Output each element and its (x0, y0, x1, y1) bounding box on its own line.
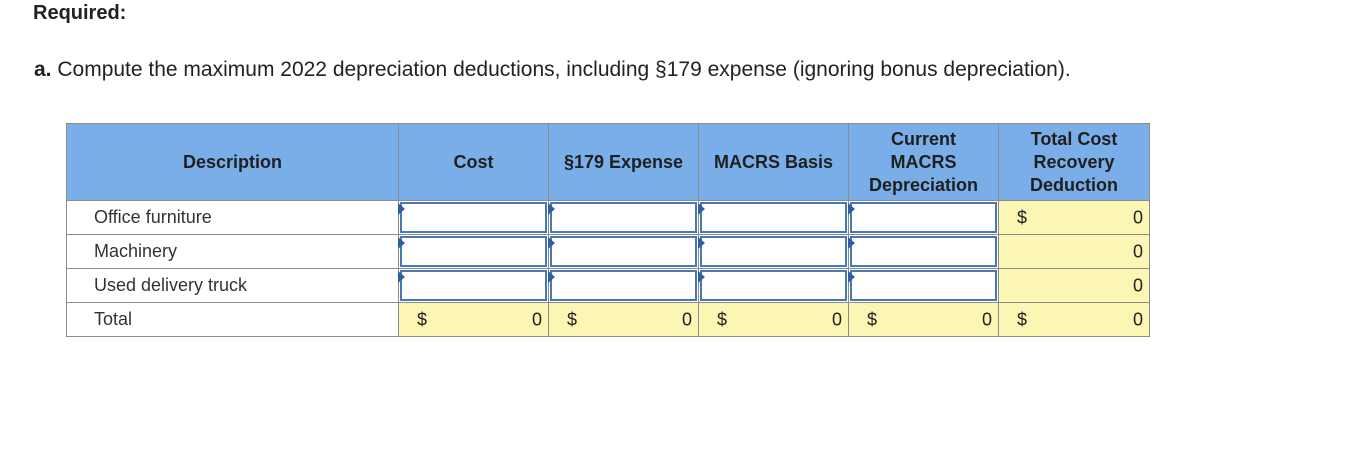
table-row: Used delivery truck 0 (66, 268, 1150, 303)
input-flag-icon (548, 271, 555, 283)
input-flag-icon (398, 203, 405, 215)
current-macrs-cell (848, 268, 999, 303)
currency-symbol: $ (1017, 309, 1028, 329)
total-row: Total $ 0 $ 0 $ 0 $ 0 $ 0 (66, 302, 1150, 337)
header-macrs-basis: MACRS Basis (698, 123, 849, 201)
input-flag-icon (698, 271, 705, 283)
total-cost-value: 0 (531, 309, 542, 329)
total-cost-recovery-value: 0 (1132, 275, 1143, 295)
question-body: Compute the maximum 2022 depreciation de… (57, 58, 1071, 81)
total-cost-recovery-value: 0 (1132, 241, 1143, 261)
macrs-basis-input[interactable] (702, 238, 845, 265)
current-macrs-input[interactable] (852, 272, 995, 299)
total-cost-recovery-total-cell: $ 0 (998, 302, 1150, 337)
header-current-macrs-depreciation: Current MACRS Depreciation (848, 123, 999, 201)
total-current-macrs-value: 0 (981, 309, 992, 329)
total-cost-recovery-cell: 0 (998, 268, 1150, 303)
currency-symbol: $ (867, 309, 878, 329)
row-description: Machinery (66, 234, 399, 269)
total-cost-recovery-cell: 0 (998, 234, 1150, 269)
expense179-input-box[interactable] (550, 270, 697, 301)
input-flag-icon (848, 203, 855, 215)
total-current-macrs-cell: $ 0 (848, 302, 999, 337)
input-flag-icon (398, 271, 405, 283)
question-text: a. Compute the maximum 2022 depreciation… (34, 56, 1071, 84)
total-cost-cell: $ 0 (398, 302, 549, 337)
currency-symbol: $ (1017, 207, 1028, 227)
expense179-input[interactable] (552, 272, 695, 299)
total-cost-recovery-value: 0 (1132, 207, 1143, 227)
current-macrs-input[interactable] (852, 238, 995, 265)
currency-symbol: $ (417, 309, 428, 329)
header-total-cost-recovery: Total Cost Recovery Deduction (998, 123, 1150, 201)
row-description: Used delivery truck (66, 268, 399, 303)
current-macrs-input-box[interactable] (850, 236, 997, 267)
expense179-input-box[interactable] (550, 236, 697, 267)
expense179-input[interactable] (552, 204, 695, 231)
input-flag-icon (398, 237, 405, 249)
macrs-basis-input[interactable] (702, 204, 845, 231)
cost-cell (398, 268, 549, 303)
header-cost: Cost (398, 123, 549, 201)
total-expense179-cell: $ 0 (548, 302, 699, 337)
expense179-cell (548, 200, 699, 235)
cost-input[interactable] (402, 238, 545, 265)
macrs-basis-cell (698, 268, 849, 303)
macrs-basis-input-box[interactable] (700, 270, 847, 301)
total-macrs-basis-cell: $ 0 (698, 302, 849, 337)
input-flag-icon (548, 237, 555, 249)
depreciation-table: Description Cost §179 Expense MACRS Basi… (66, 123, 1150, 337)
expense179-cell (548, 268, 699, 303)
cost-input-box[interactable] (400, 202, 547, 233)
required-heading: Required: (33, 2, 127, 24)
current-macrs-input-box[interactable] (850, 202, 997, 233)
cost-input-box[interactable] (400, 236, 547, 267)
cost-input-box[interactable] (400, 270, 547, 301)
total-expense179-value: 0 (681, 309, 692, 329)
macrs-basis-cell (698, 234, 849, 269)
total-cost-recovery-total-value: 0 (1132, 309, 1143, 329)
current-macrs-cell (848, 234, 999, 269)
total-label: Total (66, 302, 399, 337)
row-description: Office furniture (66, 200, 399, 235)
cost-input[interactable] (402, 272, 545, 299)
input-flag-icon (698, 237, 705, 249)
macrs-basis-cell (698, 200, 849, 235)
macrs-basis-input-box[interactable] (700, 202, 847, 233)
current-macrs-input-box[interactable] (850, 270, 997, 301)
input-flag-icon (848, 271, 855, 283)
currency-symbol: $ (717, 309, 728, 329)
cost-cell (398, 200, 549, 235)
total-cost-recovery-cell: $ 0 (998, 200, 1150, 235)
table-header-row: Description Cost §179 Expense MACRS Basi… (66, 123, 1150, 201)
input-flag-icon (698, 203, 705, 215)
table-row: Machinery 0 (66, 234, 1150, 269)
question-label: a. (34, 58, 52, 81)
expense179-cell (548, 234, 699, 269)
current-macrs-cell (848, 200, 999, 235)
currency-symbol: $ (567, 309, 578, 329)
input-flag-icon (548, 203, 555, 215)
expense179-input-box[interactable] (550, 202, 697, 233)
current-macrs-input[interactable] (852, 204, 995, 231)
macrs-basis-input-box[interactable] (700, 236, 847, 267)
expense179-input[interactable] (552, 238, 695, 265)
cost-input[interactable] (402, 204, 545, 231)
header-179-expense: §179 Expense (548, 123, 699, 201)
macrs-basis-input[interactable] (702, 272, 845, 299)
header-description: Description (66, 123, 399, 201)
input-flag-icon (848, 237, 855, 249)
cost-cell (398, 234, 549, 269)
table-row: Office furniture $ 0 (66, 200, 1150, 235)
total-macrs-basis-value: 0 (831, 309, 842, 329)
